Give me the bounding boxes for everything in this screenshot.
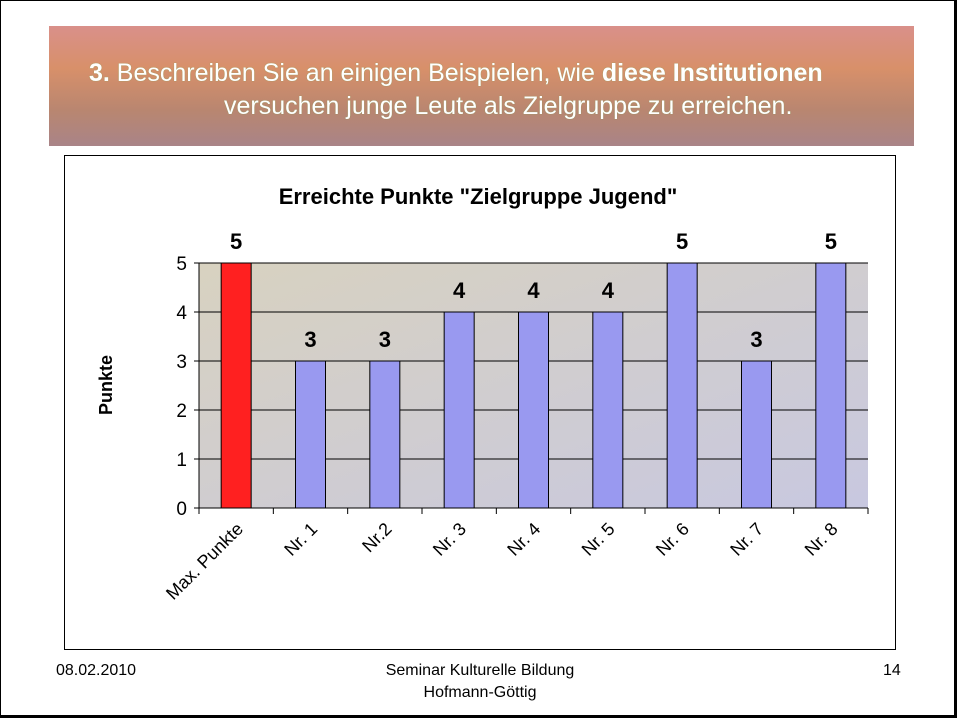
x-tick-label: Nr. 4 [503,519,544,560]
y-tick-label: 5 [176,254,187,275]
question-number: 3. [89,59,110,87]
title-text: Beschreiben Sie an einigen Beispielen, w… [109,59,602,87]
slide-title-banner: 3. Beschreiben Sie an einigen Beispielen… [49,26,914,146]
bar [592,311,624,509]
chart-title: Erreichte Punkte "Zielgruppe Jugend" [279,184,678,209]
x-tick-label: Nr. 3 [429,519,470,560]
y-tick-label: 1 [176,450,187,471]
title-line-1: 3. Beschreiben Sie an einigen Beispielen… [89,59,823,88]
y-tick-label: 2 [176,401,187,422]
bar [815,262,847,509]
title-bold-text: diese Institutionen [601,59,823,87]
footer-seminar: Seminar Kulturelle Bildung [385,662,575,679]
bar [518,311,549,509]
x-tick-label: Nr. 7 [726,519,767,560]
title-line-2: versuchen junge Leute als Zielgruppe zu … [224,92,793,120]
data-label: 3 [379,327,391,352]
data-label: 4 [453,278,466,303]
x-tick-label: Max. Punkte [162,519,247,604]
data-label: 3 [750,327,762,352]
footer-author: Hofmann-Göttig [423,684,537,701]
bar [666,262,698,509]
data-label: 5 [825,229,837,254]
footer-page-number: 14 [883,662,901,679]
bar [220,262,252,509]
data-label: 4 [527,278,540,303]
data-label: 4 [602,278,615,303]
bar [295,360,326,509]
data-label: 5 [230,229,242,254]
bar [369,360,401,509]
footer-date: 08.02.2010 [56,662,137,679]
y-tick-label: 0 [176,499,187,520]
y-tick-label: 3 [176,352,187,373]
bar [741,360,772,509]
y-axis-label: Punkte [96,355,116,415]
chart-box [64,155,896,650]
x-tick-label: Nr. 1 [280,519,321,560]
x-tick-label: Nr. 6 [652,519,693,560]
bar [443,311,475,509]
x-tick-label: Nr. 8 [801,519,842,560]
y-tick-label: 4 [176,303,187,324]
data-label: 3 [304,327,316,352]
x-tick-label: Nr.2 [358,519,395,556]
data-label: 5 [676,229,688,254]
x-tick-label: Nr. 5 [578,519,619,560]
